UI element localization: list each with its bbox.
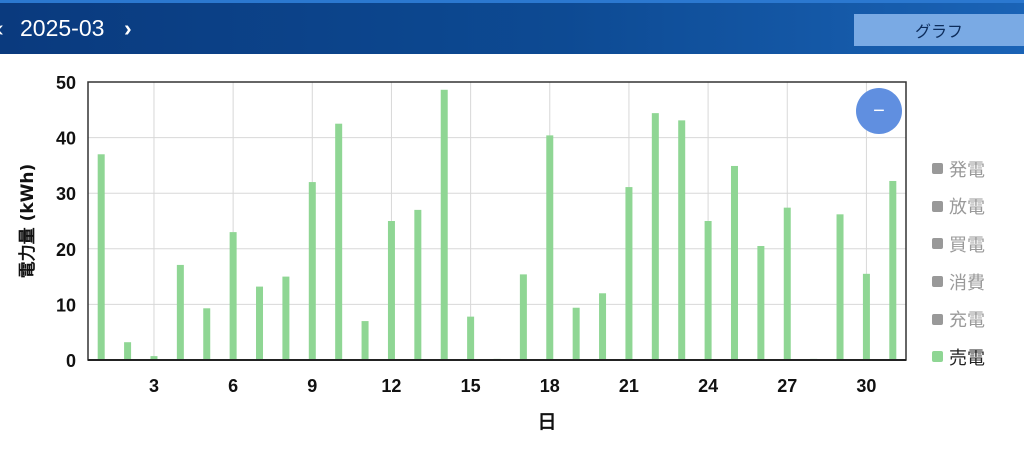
x-tick-label: 27 bbox=[777, 376, 797, 396]
x-tick-label: 18 bbox=[540, 376, 560, 396]
bar bbox=[862, 273, 870, 360]
y-tick-label: 20 bbox=[56, 240, 76, 260]
bar bbox=[625, 187, 633, 360]
x-tick-label: 9 bbox=[307, 376, 317, 396]
bar bbox=[889, 180, 897, 360]
y-tick-label: 0 bbox=[66, 351, 76, 371]
bar bbox=[440, 89, 448, 360]
legend: 発電 放電 買電 消費 充電 売電 bbox=[932, 150, 985, 376]
legend-swatch bbox=[932, 276, 943, 288]
x-tick-label: 21 bbox=[619, 376, 639, 396]
y-tick-label: 30 bbox=[56, 184, 76, 204]
prev-month-button[interactable]: ‹ bbox=[0, 3, 12, 54]
chevron-right-icon: › bbox=[124, 15, 132, 41]
bar bbox=[124, 342, 132, 360]
bar bbox=[308, 182, 316, 360]
bar bbox=[467, 316, 475, 360]
x-tick-label: 3 bbox=[149, 376, 159, 396]
legend-item[interactable]: 充電 bbox=[932, 300, 985, 338]
x-tick-label: 24 bbox=[698, 376, 718, 396]
bar bbox=[651, 113, 659, 360]
chevron-left-icon: ‹ bbox=[0, 15, 4, 42]
legend-swatch bbox=[932, 313, 943, 325]
bar bbox=[757, 246, 765, 360]
plot-frame bbox=[87, 81, 907, 361]
x-tick-label: 15 bbox=[461, 376, 481, 396]
legend-swatch bbox=[932, 163, 943, 175]
bar-chart: 0 10 20 30 40 50 3 6 9 12 15 18 21 24 27 30 日 電力量 (kWh) bbox=[17, 73, 907, 433]
bar bbox=[599, 293, 607, 360]
legend-item[interactable]: 売電 bbox=[932, 338, 985, 376]
bar bbox=[519, 274, 527, 360]
bar bbox=[229, 232, 237, 360]
legend-item[interactable]: 買電 bbox=[932, 225, 985, 263]
bar bbox=[678, 120, 686, 360]
bar bbox=[546, 135, 554, 360]
y-tick-label: 10 bbox=[56, 295, 76, 315]
x-tick-label: 6 bbox=[228, 376, 238, 396]
x-tick-label: 30 bbox=[856, 376, 876, 396]
y-axis-label: 電力量 (kWh) bbox=[17, 164, 38, 279]
bar bbox=[282, 276, 290, 360]
bar bbox=[176, 264, 184, 360]
x-tick-label: 12 bbox=[381, 376, 401, 396]
bar bbox=[414, 209, 422, 360]
bar bbox=[256, 286, 264, 360]
minus-icon: − bbox=[873, 99, 885, 122]
bar bbox=[572, 307, 580, 360]
zoom-out-button[interactable]: − bbox=[856, 88, 902, 134]
y-tick-label: 50 bbox=[56, 73, 76, 93]
bar bbox=[836, 214, 844, 360]
legend-item[interactable]: 発電 bbox=[932, 150, 985, 188]
bar bbox=[783, 207, 791, 360]
y-tick-label: 40 bbox=[56, 129, 76, 149]
x-axis-label: 日 bbox=[537, 411, 556, 433]
legend-swatch bbox=[932, 351, 943, 363]
next-month-button[interactable]: › bbox=[124, 3, 144, 54]
bar bbox=[361, 321, 369, 360]
bar bbox=[704, 221, 712, 360]
legend-item[interactable]: 消費 bbox=[932, 263, 985, 301]
bar bbox=[97, 154, 105, 360]
bar bbox=[203, 308, 211, 360]
header-bar: ‹ 2025-03 › グラフ bbox=[0, 0, 1024, 54]
legend-swatch bbox=[932, 200, 943, 212]
legend-swatch bbox=[932, 238, 943, 250]
month-label: 2025-03 bbox=[20, 15, 105, 41]
bar bbox=[150, 356, 158, 360]
graph-button[interactable]: グラフ bbox=[854, 14, 1024, 46]
bar bbox=[335, 123, 343, 360]
bar bbox=[730, 165, 738, 360]
legend-item[interactable]: 放電 bbox=[932, 188, 985, 226]
bar bbox=[387, 221, 395, 360]
